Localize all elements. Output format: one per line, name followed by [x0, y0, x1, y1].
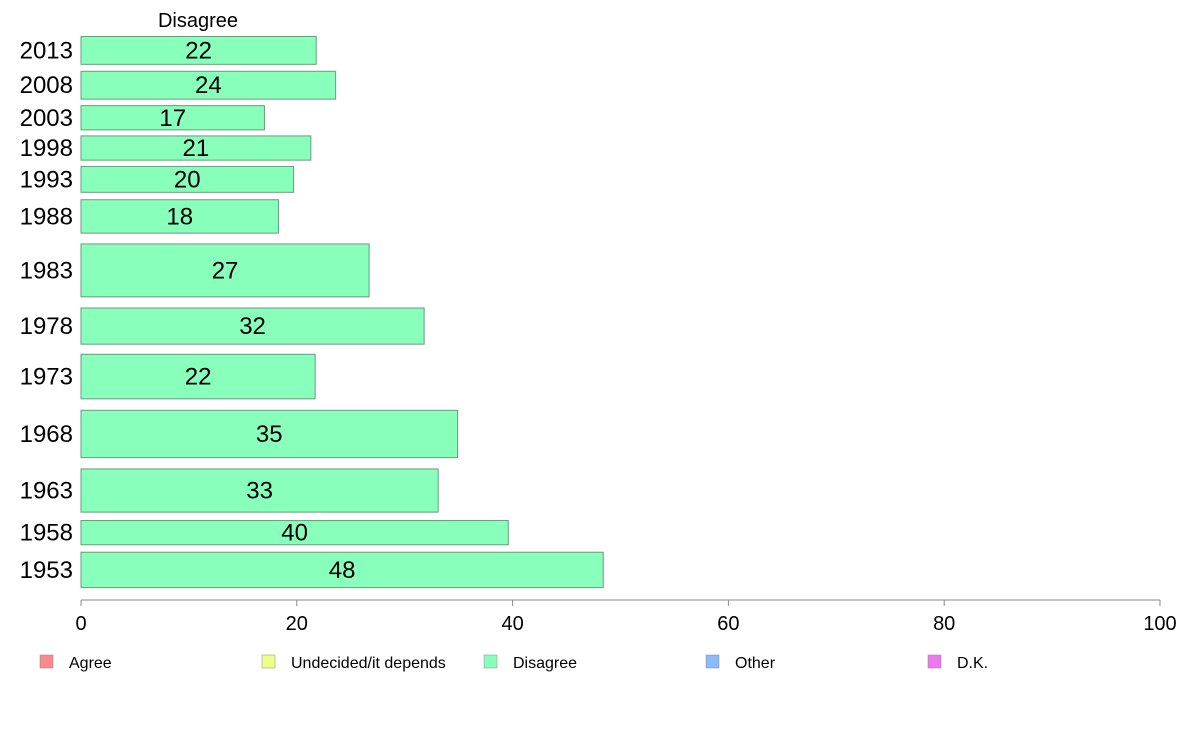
bar [80, 353, 316, 400]
category-label: 1978 [20, 313, 73, 340]
category-label: 2003 [20, 105, 73, 132]
x-tick-label: 40 [501, 613, 523, 635]
bar [80, 165, 295, 193]
bar [80, 551, 604, 589]
legend-swatch [39, 654, 54, 669]
bar-value-label: 27 [212, 257, 239, 284]
legend-label: Undecided/it depends [291, 655, 446, 672]
legend-label: D.K. [957, 655, 988, 672]
legend: Agree Undecided/it depends Disagree Other D.… [39, 654, 988, 672]
bar [80, 468, 439, 513]
legend-swatch [261, 654, 276, 669]
category-label: 1998 [20, 135, 73, 162]
panel-label: Disagree [158, 10, 238, 32]
x-tick-label: 20 [286, 613, 308, 635]
bar-value-label: 18 [166, 203, 193, 230]
category-label: 1968 [20, 421, 73, 448]
legend-swatch [483, 654, 498, 669]
bar [80, 135, 312, 161]
bar-value-label: 21 [183, 135, 210, 162]
bar-value-label: 35 [256, 421, 283, 448]
bar-value-label: 22 [185, 364, 212, 391]
category-label: 1983 [20, 257, 73, 284]
bars-group: 2013 22 2008 24 2003 17 1998 21 1993 20 1988 18 1983… [20, 35, 604, 589]
x-tick-label: 80 [933, 613, 955, 635]
legend-swatch [927, 654, 942, 669]
bar-value-label: 24 [195, 72, 222, 99]
category-label: 1993 [20, 166, 73, 193]
legend-label: Disagree [513, 655, 577, 672]
x-axis: 0 20 40 60 80 100 [75, 599, 1177, 635]
bar [80, 199, 279, 234]
category-label: 1953 [20, 557, 73, 584]
category-label: 1988 [20, 203, 73, 230]
bar-value-label: 33 [246, 478, 273, 505]
bar-value-label: 48 [329, 557, 356, 584]
category-label: 2013 [20, 37, 73, 64]
bar [80, 520, 509, 546]
bar-value-label: 40 [281, 520, 308, 547]
category-label: 1958 [20, 520, 73, 547]
legend-swatch [705, 654, 720, 669]
category-label: 2008 [20, 72, 73, 99]
bar [80, 307, 425, 345]
bar [80, 409, 459, 459]
x-tick-label: 100 [1143, 613, 1176, 635]
x-tick-label: 60 [717, 613, 739, 635]
bar-value-label: 32 [239, 313, 266, 340]
legend-label: Agree [69, 655, 112, 672]
bar-value-label: 20 [174, 166, 201, 193]
category-label: 1963 [20, 478, 73, 505]
x-tick-label: 0 [75, 613, 86, 635]
bar [80, 35, 317, 65]
legend-label: Other [735, 655, 776, 672]
category-label: 1973 [20, 364, 73, 391]
bar-value-label: 17 [159, 105, 186, 132]
bar [80, 243, 370, 298]
bar [80, 105, 265, 131]
bar-value-label: 22 [185, 37, 212, 64]
bar [80, 70, 337, 100]
